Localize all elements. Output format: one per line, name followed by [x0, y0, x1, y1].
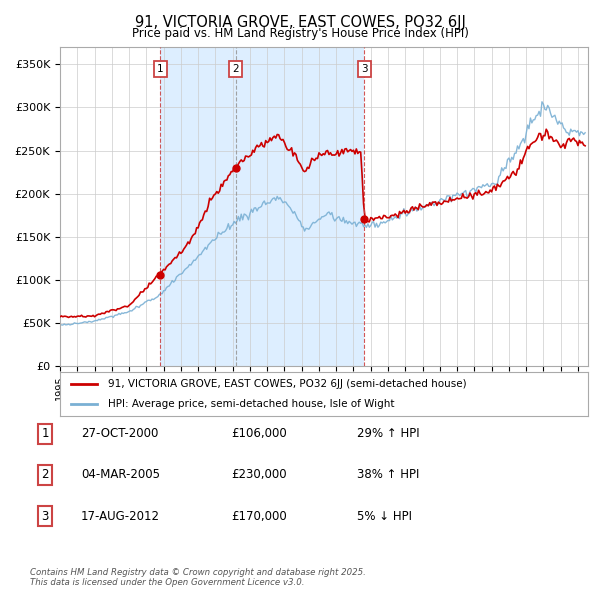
Text: 1: 1: [41, 427, 49, 440]
Bar: [160, 47, 364, 366]
Text: £106,000: £106,000: [231, 427, 287, 440]
Text: 17-AUG-2012: 17-AUG-2012: [81, 510, 160, 523]
Text: 38% ↑ HPI: 38% ↑ HPI: [357, 468, 419, 481]
Text: HPI: Average price, semi-detached house, Isle of Wight: HPI: Average price, semi-detached house,…: [107, 399, 394, 408]
Text: 2: 2: [232, 64, 239, 74]
Text: 1: 1: [157, 64, 164, 74]
Text: £230,000: £230,000: [231, 468, 287, 481]
Text: £170,000: £170,000: [231, 510, 287, 523]
Text: 3: 3: [41, 510, 49, 523]
Text: Contains HM Land Registry data © Crown copyright and database right 2025.
This d: Contains HM Land Registry data © Crown c…: [30, 568, 366, 587]
Text: 04-MAR-2005: 04-MAR-2005: [81, 468, 160, 481]
Text: 27-OCT-2000: 27-OCT-2000: [81, 427, 158, 440]
Text: 5% ↓ HPI: 5% ↓ HPI: [357, 510, 412, 523]
Text: Price paid vs. HM Land Registry's House Price Index (HPI): Price paid vs. HM Land Registry's House …: [131, 27, 469, 40]
Text: 91, VICTORIA GROVE, EAST COWES, PO32 6JJ (semi-detached house): 91, VICTORIA GROVE, EAST COWES, PO32 6JJ…: [107, 379, 466, 389]
Text: 29% ↑ HPI: 29% ↑ HPI: [357, 427, 419, 440]
Text: 3: 3: [361, 64, 368, 74]
Text: 2: 2: [41, 468, 49, 481]
Text: 91, VICTORIA GROVE, EAST COWES, PO32 6JJ: 91, VICTORIA GROVE, EAST COWES, PO32 6JJ: [134, 15, 466, 30]
